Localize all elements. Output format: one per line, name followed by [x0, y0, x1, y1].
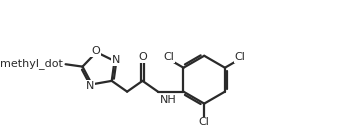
- Text: Cl: Cl: [234, 52, 246, 63]
- Text: O: O: [91, 46, 100, 56]
- Text: Cl: Cl: [199, 117, 210, 127]
- Text: N: N: [86, 81, 94, 91]
- Text: methyl_dot: methyl_dot: [0, 58, 63, 69]
- Text: Cl: Cl: [163, 52, 174, 63]
- Text: NH: NH: [159, 95, 176, 105]
- Text: N: N: [112, 55, 120, 65]
- Text: O: O: [138, 52, 147, 62]
